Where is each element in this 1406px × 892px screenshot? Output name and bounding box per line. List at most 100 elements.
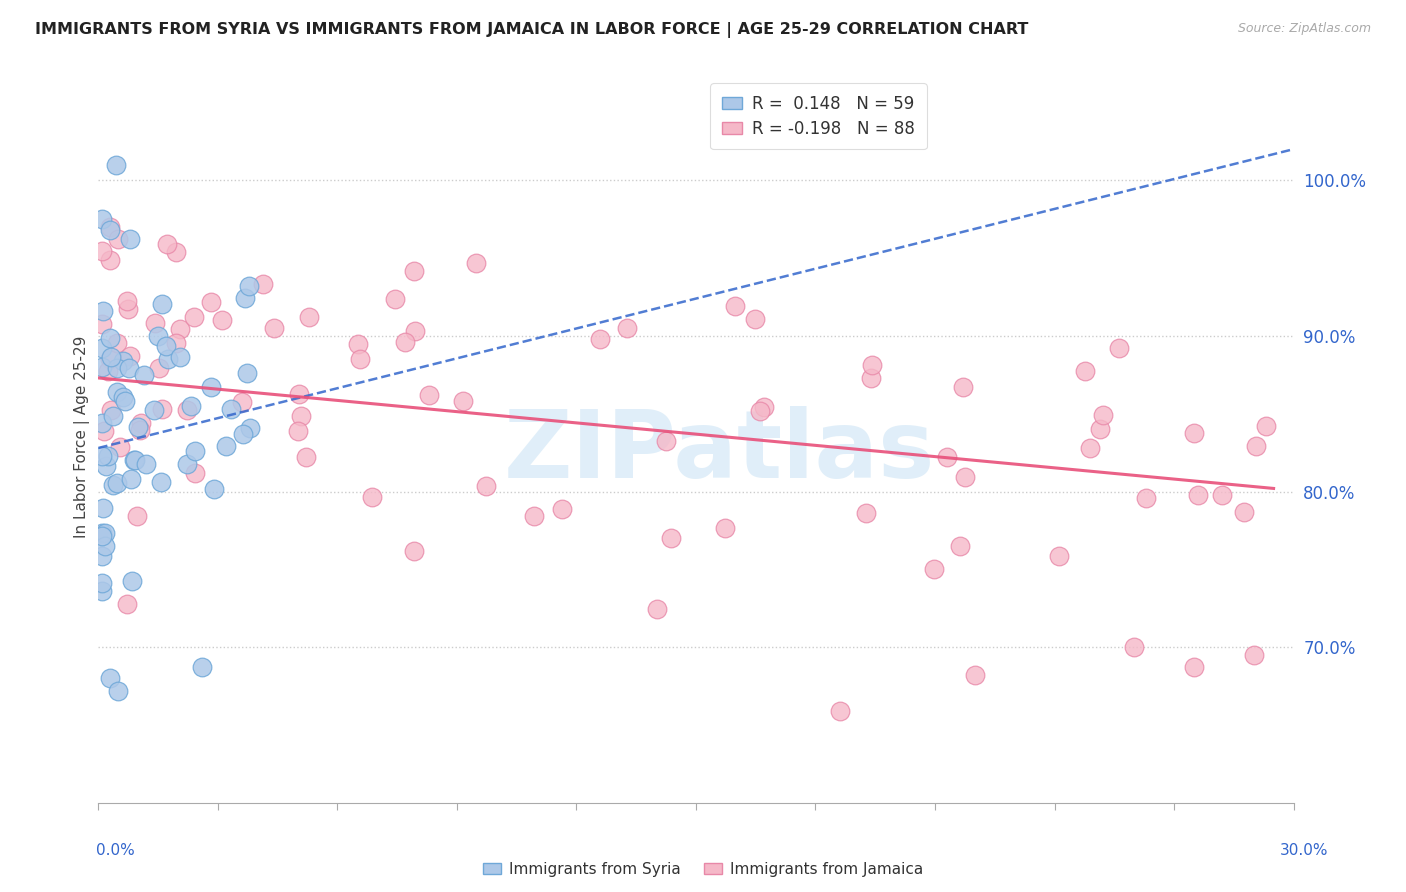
Point <box>349 351 371 366</box>
Point <box>124 453 146 467</box>
Point <box>952 380 974 394</box>
Point <box>418 388 440 402</box>
Point <box>132 368 155 382</box>
Point <box>288 387 311 401</box>
Point <box>100 352 122 367</box>
Point <box>91 576 114 591</box>
Point <box>1047 549 1070 563</box>
Point <box>129 416 152 430</box>
Point <box>91 212 114 227</box>
Point <box>464 255 486 269</box>
Point <box>238 278 260 293</box>
Point <box>589 332 612 346</box>
Point <box>922 562 945 576</box>
Point <box>105 476 128 491</box>
Point <box>91 584 114 599</box>
Point <box>200 380 222 394</box>
Point <box>100 403 122 417</box>
Point <box>115 597 138 611</box>
Point <box>1123 640 1146 655</box>
Point <box>98 331 121 345</box>
Point <box>157 352 180 367</box>
Point <box>112 390 135 404</box>
Point <box>202 483 225 497</box>
Point <box>361 490 384 504</box>
Point <box>1244 439 1267 453</box>
Point <box>233 291 256 305</box>
Point <box>122 453 145 467</box>
Point <box>219 401 242 416</box>
Point <box>91 359 114 374</box>
Point <box>94 459 117 474</box>
Point <box>474 479 496 493</box>
Point <box>135 457 157 471</box>
Point <box>156 236 179 251</box>
Point <box>1182 660 1205 674</box>
Point <box>94 540 117 554</box>
Point <box>1078 441 1101 455</box>
Point <box>239 421 262 435</box>
Point <box>165 245 187 260</box>
Point <box>714 521 737 535</box>
Point <box>451 393 474 408</box>
Point <box>98 252 121 267</box>
Point <box>236 366 259 380</box>
Point <box>91 416 114 430</box>
Text: ZIPatlas: ZIPatlas <box>505 406 935 498</box>
Point <box>184 466 207 480</box>
Point <box>98 223 122 237</box>
Y-axis label: In Labor Force | Age 25-29: In Labor Force | Age 25-29 <box>75 336 90 538</box>
Point <box>91 549 114 563</box>
Point <box>211 313 233 327</box>
Point <box>150 402 173 417</box>
Point <box>298 310 321 325</box>
Point <box>91 529 114 543</box>
Point <box>1182 426 1205 441</box>
Point <box>252 277 274 291</box>
Point <box>384 292 406 306</box>
Point <box>1088 422 1111 436</box>
Point <box>176 403 198 417</box>
Point <box>121 574 143 588</box>
Point <box>404 544 426 558</box>
Point <box>963 668 986 682</box>
Point <box>215 439 238 453</box>
Point <box>105 384 128 399</box>
Point <box>1135 491 1157 506</box>
Point <box>346 337 368 351</box>
Point <box>616 321 638 335</box>
Point <box>183 443 205 458</box>
Point <box>655 434 678 448</box>
Point <box>117 302 139 317</box>
Point <box>394 334 416 349</box>
Point <box>1211 487 1233 501</box>
Point <box>859 371 882 385</box>
Point <box>143 403 166 417</box>
Point <box>115 293 138 308</box>
Point <box>1243 648 1265 662</box>
Point <box>165 336 187 351</box>
Point <box>98 671 122 685</box>
Point <box>724 299 747 313</box>
Point <box>287 424 309 438</box>
Point <box>1233 505 1256 519</box>
Text: IMMIGRANTS FROM SYRIA VS IMMIGRANTS FROM JAMAICA IN LABOR FORCE | AGE 25-29 CORR: IMMIGRANTS FROM SYRIA VS IMMIGRANTS FROM… <box>35 22 1029 38</box>
Point <box>169 350 191 364</box>
Point <box>1108 341 1130 355</box>
Point <box>1074 364 1097 378</box>
Point <box>176 457 198 471</box>
Point <box>551 502 574 516</box>
Point <box>107 683 129 698</box>
Point <box>146 329 169 343</box>
Point <box>523 508 546 523</box>
Point <box>128 424 150 438</box>
Point <box>91 303 114 318</box>
Point <box>125 509 148 524</box>
Point <box>263 321 285 335</box>
Text: 0.0%: 0.0% <box>96 843 135 858</box>
Point <box>93 424 115 438</box>
Point <box>105 360 128 375</box>
Point <box>91 244 114 259</box>
Point <box>828 704 851 718</box>
Point <box>155 339 177 353</box>
